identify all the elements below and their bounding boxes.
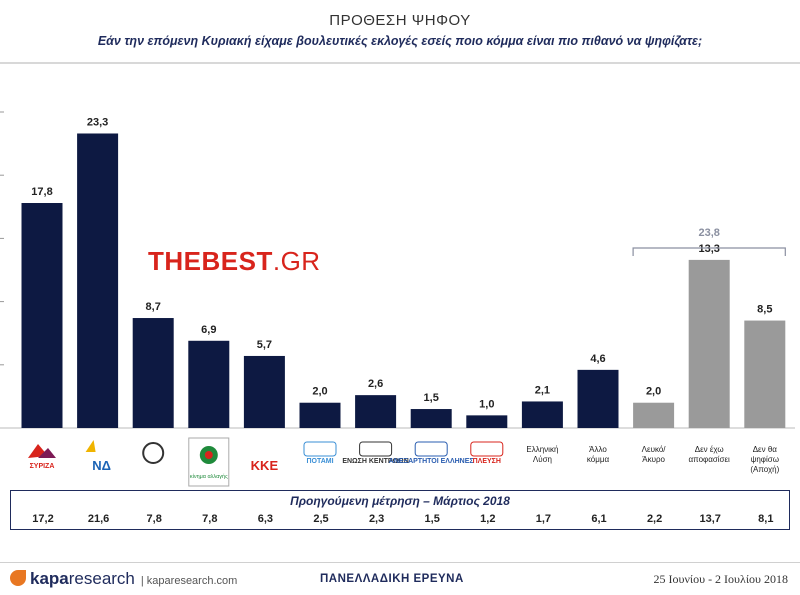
previous-value-10: 1,7 [535, 513, 552, 525]
enosi-kentroon-logo-icon: ΕΝΩΣΗ ΚΕΝΤΡΩΩΝ [342, 441, 409, 465]
data-label-5: 5,7 [257, 339, 272, 351]
bar-9 [466, 415, 508, 428]
data-label-4: 6,9 [201, 324, 216, 336]
golden-dawn-logo-icon [142, 442, 165, 464]
svg-text:ΠΟΤΑΜΙ: ΠΟΤΑΜΙ [306, 458, 333, 465]
bar-chart: 17,8 23,3 8,7 6,9 5,7 2,0 2,6 1,5 1,0 2,1 4,6 2,0 13… [0, 111, 795, 487]
previous-measurement-title: Προηγούμενη μέτρηση – Μάρτιος 2018 [290, 494, 510, 508]
bar-4 [188, 340, 230, 428]
data-label-14: 8,5 [757, 304, 772, 316]
chart-subtitle: Εάν την επόμενη Κυριακή είχαμε βουλευτικ… [97, 34, 703, 48]
previous-value-2: 21,6 [87, 513, 110, 525]
bar-8 [410, 409, 452, 428]
svg-text:κίνημα αλλαγής: κίνημα αλλαγής [190, 473, 228, 480]
previous-value-14: 8,1 [758, 513, 774, 525]
svg-text:(Αποχή): (Αποχή) [750, 465, 779, 474]
data-label-2: 23,3 [87, 116, 108, 128]
chart-title: ΠΡΟΘΕΣΗ ΨΗΦΟΥ [329, 12, 471, 29]
anel-logo-icon: ΑΝΕΞΑΡΤΗΤΟΙ ΕΛΛΗΝΕΣ [389, 441, 474, 465]
bar-1 [21, 203, 63, 428]
svg-text:Άκυρο: Άκυρο [642, 455, 665, 464]
bar-13 [688, 259, 730, 428]
svg-text:Δεν θα: Δεν θα [753, 445, 778, 454]
footer-logo: kaparesearch | kaparesearch.com [10, 569, 237, 589]
data-label-12: 2,0 [646, 386, 661, 398]
nd-logo-icon: ΝΔ [85, 440, 111, 473]
data-label-11: 4,6 [590, 353, 605, 365]
svg-text:ΕΝΩΣΗ ΚΕΝΤΡΩΩΝ: ΕΝΩΣΗ ΚΕΝΤΡΩΩΝ [342, 458, 409, 465]
svg-text:ΣΥΡΙΖΑ: ΣΥΡΙΖΑ [30, 463, 55, 470]
data-label-10: 2,1 [535, 384, 550, 396]
previous-value-13: 13,7 [699, 513, 721, 525]
svg-text:κόμμα: κόμμα [587, 455, 610, 464]
bar-7 [355, 395, 397, 428]
bar-10 [521, 401, 563, 428]
bar-5 [243, 355, 285, 428]
kapa-logo-icon [10, 570, 26, 586]
data-label-1: 17,8 [31, 186, 52, 198]
previous-value-5: 6,3 [257, 513, 274, 525]
svg-text:Ελληνική: Ελληνική [526, 445, 558, 454]
data-label-9: 1,0 [479, 398, 494, 410]
data-label-13: 13,3 [698, 243, 719, 255]
plefsi-logo-icon: ΠΛΕΥΣΗ [470, 441, 504, 465]
footer-divider [0, 562, 800, 563]
footer-site: | kaparesearch.com [140, 575, 238, 587]
previous-value-9: 1,2 [480, 513, 496, 525]
footer-survey-label: ΠΑΝΕΛΛΑΔΙΚΗ ΕΡΕΥΝΑ [320, 573, 464, 585]
bar-3 [132, 318, 174, 428]
previous-value-8: 1,5 [424, 513, 440, 525]
data-label-6: 2,0 [312, 386, 327, 398]
kke-logo-icon: KKE [251, 458, 279, 473]
svg-text:ΝΔ: ΝΔ [92, 458, 111, 473]
potami-logo-icon: ΠΟΤΑΜΙ [303, 441, 337, 465]
bracket-label: 23,8 [698, 227, 719, 239]
data-label-3: 8,7 [146, 301, 161, 313]
bar-11 [577, 369, 619, 428]
svg-text:ΠΛΕΥΣΗ: ΠΛΕΥΣΗ [473, 458, 501, 465]
header-divider [0, 62, 800, 64]
svg-text:αποφασίσει: αποφασίσει [689, 455, 731, 464]
svg-text:ψηφίσω: ψηφίσω [751, 455, 779, 464]
kinal-logo-icon: κίνημα αλλαγής [188, 437, 230, 487]
previous-value-6: 2,5 [313, 513, 329, 525]
footer-dates: 25 Ιουνίου - 2 Ιουλίου 2018 [653, 572, 788, 586]
previous-measurement-box: Προηγούμενη μέτρηση – Μάρτιος 2018 17,2 2… [10, 490, 790, 530]
bar-2 [77, 133, 119, 428]
previous-value-12: 2,2 [646, 513, 663, 525]
previous-value-11: 6,1 [591, 513, 607, 525]
watermark: THEBEST.GR [148, 246, 321, 276]
svg-text:Λευκό/: Λευκό/ [642, 445, 667, 454]
svg-text:Λύση: Λύση [533, 455, 552, 464]
previous-value-4: 7,8 [202, 513, 218, 525]
bar-12 [633, 402, 675, 428]
bracket-line [632, 247, 786, 256]
data-label-8: 1,5 [424, 392, 439, 404]
svg-text:Άλλο: Άλλο [589, 445, 607, 454]
svg-text:KKE: KKE [251, 458, 279, 473]
data-label-7: 2,6 [368, 378, 383, 390]
previous-value-3: 7,8 [146, 513, 162, 525]
previous-value-7: 2,3 [368, 513, 385, 525]
syriza-logo-icon: ΣΥΡΙΖΑ [28, 444, 56, 470]
svg-text:ΑΝΕΞΑΡΤΗΤΟΙ ΕΛΛΗΝΕΣ: ΑΝΕΞΑΡΤΗΤΟΙ ΕΛΛΗΝΕΣ [389, 458, 474, 465]
bar-6 [299, 402, 341, 428]
category-label-12: Λευκό/Άκυρο [642, 445, 667, 464]
bar-14 [744, 320, 786, 428]
previous-value-1: 17,2 [32, 513, 54, 525]
svg-text:Δεν έχω: Δεν έχω [695, 445, 724, 454]
